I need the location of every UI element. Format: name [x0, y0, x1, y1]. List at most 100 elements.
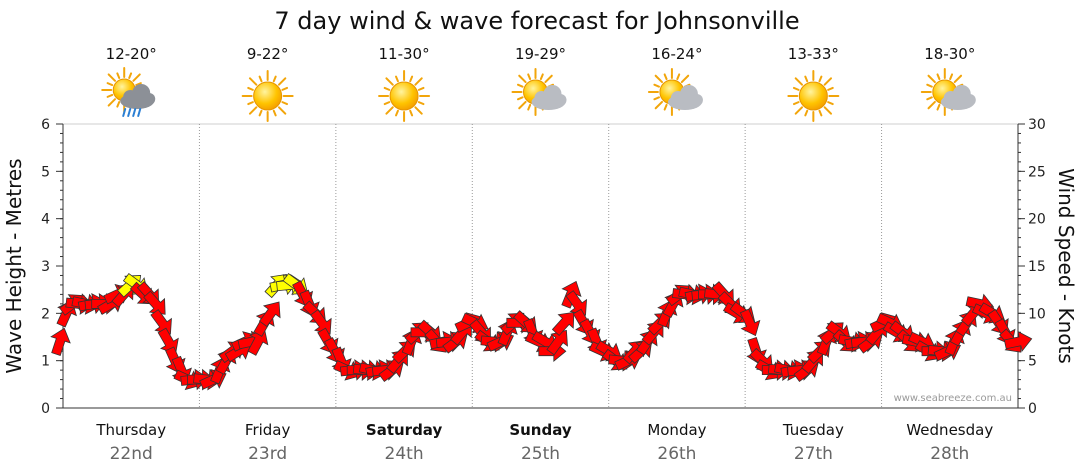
sun-ray — [663, 73, 668, 81]
sun-ray — [823, 106, 833, 115]
rain-drop — [137, 108, 142, 117]
sun-ray — [527, 103, 532, 111]
sun-ray — [383, 86, 391, 91]
sun-ray — [414, 77, 423, 86]
temperature-range: 18-30° — [924, 45, 975, 63]
wind-arrow — [739, 308, 761, 337]
day-name: Thursday — [95, 421, 166, 439]
wind-arrow — [1003, 330, 1033, 352]
left-tick-label: 5 — [41, 164, 50, 180]
sun-ray — [539, 73, 544, 81]
right-axis-title: Wind Speed - Knots — [1054, 168, 1078, 364]
sun-disc — [798, 81, 828, 111]
day-axis-labels: Thursday 22nd Friday 23rd Saturday 24th Sunday… — [95, 421, 993, 464]
rain-drop — [122, 108, 127, 117]
day-date: 25th — [521, 444, 560, 464]
sun-ray — [395, 75, 399, 83]
sun-ray — [827, 86, 834, 91]
temperature-range: 11-30° — [379, 45, 430, 63]
temperature-range: 9-22° — [247, 45, 289, 63]
sun-ray — [818, 75, 823, 83]
sun-ray — [106, 82, 114, 87]
sun-ray — [936, 73, 941, 81]
right-tick-label: 5 — [1028, 354, 1037, 370]
daily-weather-row: 12-20° 9-22° 11-30° 19-29° 16-24° 13-33° 18-30… — [101, 45, 976, 122]
sun-ray — [953, 74, 963, 84]
day-date: 22nd — [110, 444, 153, 464]
sun-ray — [132, 73, 141, 82]
sun-ray — [927, 100, 936, 110]
sun-ray — [518, 100, 527, 110]
temperature-range: 16-24° — [651, 45, 702, 63]
sun-ray — [281, 101, 289, 106]
sun-rays — [787, 70, 840, 122]
sun-ray — [676, 73, 681, 81]
day-date: 26th — [657, 444, 696, 464]
sun-ray — [409, 75, 414, 83]
sun-ray — [949, 73, 954, 81]
cloud-shape — [531, 85, 567, 110]
sun-ray — [247, 86, 254, 91]
day-name: Sunday — [509, 421, 572, 439]
sun-ray — [409, 109, 414, 117]
sun-ray — [653, 83, 660, 88]
sun-ray — [926, 83, 933, 88]
sun-ray — [804, 109, 809, 117]
sun-disc — [389, 81, 419, 111]
sun-ray — [135, 82, 142, 87]
sun-ray — [518, 74, 527, 84]
temperature-range: 19-29° — [515, 45, 566, 63]
cloud-puff — [143, 93, 156, 105]
sun-ray — [107, 73, 117, 82]
sun-ray — [544, 74, 553, 84]
grid-lines — [198, 124, 883, 408]
sun-ray — [926, 96, 933, 101]
sun-ray — [106, 93, 114, 98]
left-tick-label: 4 — [41, 212, 50, 228]
wind-arrow — [247, 328, 269, 356]
sun-ray — [395, 109, 399, 117]
rain-drop — [127, 108, 132, 117]
sun-ray — [417, 86, 425, 91]
day-date: 24th — [385, 444, 424, 464]
sun-ray — [281, 86, 289, 91]
sun-ray — [272, 109, 277, 117]
wind-arrow — [546, 329, 568, 356]
wind-series — [50, 272, 1033, 391]
sun-ray — [247, 101, 254, 106]
cloud-puff — [554, 94, 567, 106]
left-tick-label: 3 — [41, 259, 50, 275]
sun-ray — [107, 98, 117, 107]
sun-cloud-rain-icon — [101, 67, 156, 117]
sun-ray — [654, 74, 664, 84]
sun-ray — [248, 77, 258, 86]
sun-ray — [414, 106, 423, 115]
rain-drop — [132, 108, 137, 117]
sun-ray — [417, 101, 425, 106]
left-tick-label: 0 — [41, 401, 50, 417]
sun-ray — [116, 101, 121, 108]
sun-ray — [663, 103, 668, 111]
day-name: Wednesday — [906, 421, 993, 439]
sun-icon — [787, 70, 840, 122]
axes: 0 1 2 3 4 5 6 0 5 10 15 20 25 30 — [41, 117, 1046, 417]
day-name: Monday — [647, 421, 706, 439]
sun-cloud-icon — [511, 68, 567, 116]
cloud-puff — [690, 94, 703, 106]
sun-rays — [241, 70, 294, 122]
sun-ray — [128, 72, 133, 79]
sun-cloud-icon — [920, 68, 976, 116]
sun-ray — [936, 103, 941, 111]
sun-ray — [818, 109, 823, 117]
cloud-shape — [940, 85, 976, 110]
sun-ray — [794, 77, 804, 86]
right-tick-label: 20 — [1028, 212, 1046, 228]
sun-ray — [823, 77, 833, 86]
sun-ray — [680, 74, 690, 84]
day-name: Friday — [245, 421, 291, 439]
sun-ray — [516, 96, 524, 101]
sun-ray — [277, 77, 287, 86]
temperature-range: 12-20° — [106, 45, 157, 63]
sun-ray — [654, 100, 664, 110]
sun-ray — [385, 106, 394, 115]
